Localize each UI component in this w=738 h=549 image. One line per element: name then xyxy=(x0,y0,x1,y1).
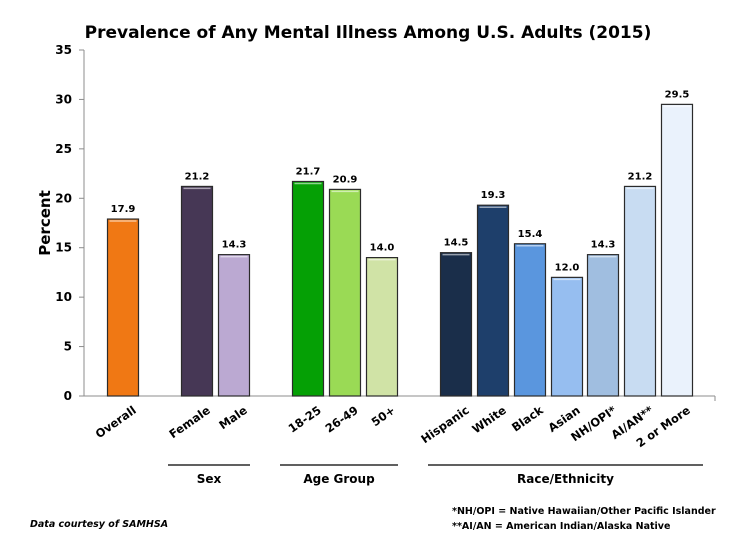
bar xyxy=(365,257,399,397)
group-label: Race/Ethnicity xyxy=(517,472,614,486)
x-tick-label: 50+ xyxy=(369,403,398,429)
data-credit: Data courtesy of SAMHSA xyxy=(30,519,168,530)
data-label: 15.4 xyxy=(518,229,543,240)
data-label: 14.3 xyxy=(222,240,247,251)
data-label: 17.9 xyxy=(111,204,136,215)
y-tick-label: 20 xyxy=(55,191,72,205)
y-tick-label: 5 xyxy=(64,340,72,354)
x-tick-label: 18-25 xyxy=(286,403,324,436)
data-label: 12.0 xyxy=(555,262,580,273)
footnote-aian: **AI/AN = American Indian/Alaska Native xyxy=(452,521,670,532)
y-tick-label: 35 xyxy=(55,43,72,57)
x-tick-label: Female xyxy=(166,403,212,441)
data-label: 20.9 xyxy=(333,174,358,185)
bar xyxy=(106,218,140,397)
bar xyxy=(550,276,584,397)
bar xyxy=(180,185,214,397)
footnote-nhopi: *NH/OPI = Native Hawaiian/Other Pacific … xyxy=(452,506,716,517)
y-tick-label: 30 xyxy=(55,92,72,106)
data-labels: 17.9 21.2 14.3 21.7 20.9 14.0 14.5 19.3 15.4 12.0… xyxy=(111,89,690,273)
data-label: 19.3 xyxy=(481,190,506,201)
x-tick-label: Male xyxy=(216,403,250,432)
group-label: Age Group xyxy=(303,472,375,486)
y-tick-label: 15 xyxy=(55,241,72,255)
x-tick-label: White xyxy=(469,403,508,436)
y-tick-label: 10 xyxy=(55,290,72,304)
group-labels: Sex Age Group Race/Ethnicity xyxy=(168,464,703,486)
data-label: 21.2 xyxy=(185,171,210,182)
data-label: 14.3 xyxy=(591,240,616,251)
group-label: Sex xyxy=(197,472,222,486)
bar xyxy=(439,252,473,397)
bar xyxy=(328,188,362,397)
x-tick-label: 26-49 xyxy=(323,403,361,436)
bar xyxy=(623,185,657,397)
x-tick-label: Hispanic xyxy=(418,403,472,446)
bars xyxy=(106,103,694,397)
bar xyxy=(217,254,251,397)
bar xyxy=(513,243,547,397)
bar xyxy=(291,180,325,397)
bar xyxy=(476,204,510,397)
data-label: 14.0 xyxy=(370,243,395,254)
data-label: 14.5 xyxy=(444,238,469,249)
data-label: 29.5 xyxy=(665,89,690,100)
y-axis-label: Percent xyxy=(36,190,54,255)
bar xyxy=(586,254,620,397)
bar xyxy=(660,103,694,397)
chart-title: Prevalence of Any Mental Illness Among U… xyxy=(85,23,652,43)
y-tick-label: 0 xyxy=(64,389,72,403)
data-label: 21.7 xyxy=(296,166,321,177)
x-tick-label: Black xyxy=(509,403,546,435)
x-tick-label: Overall xyxy=(93,403,139,441)
data-label: 21.2 xyxy=(628,171,653,182)
y-tick-label: 25 xyxy=(55,142,72,156)
